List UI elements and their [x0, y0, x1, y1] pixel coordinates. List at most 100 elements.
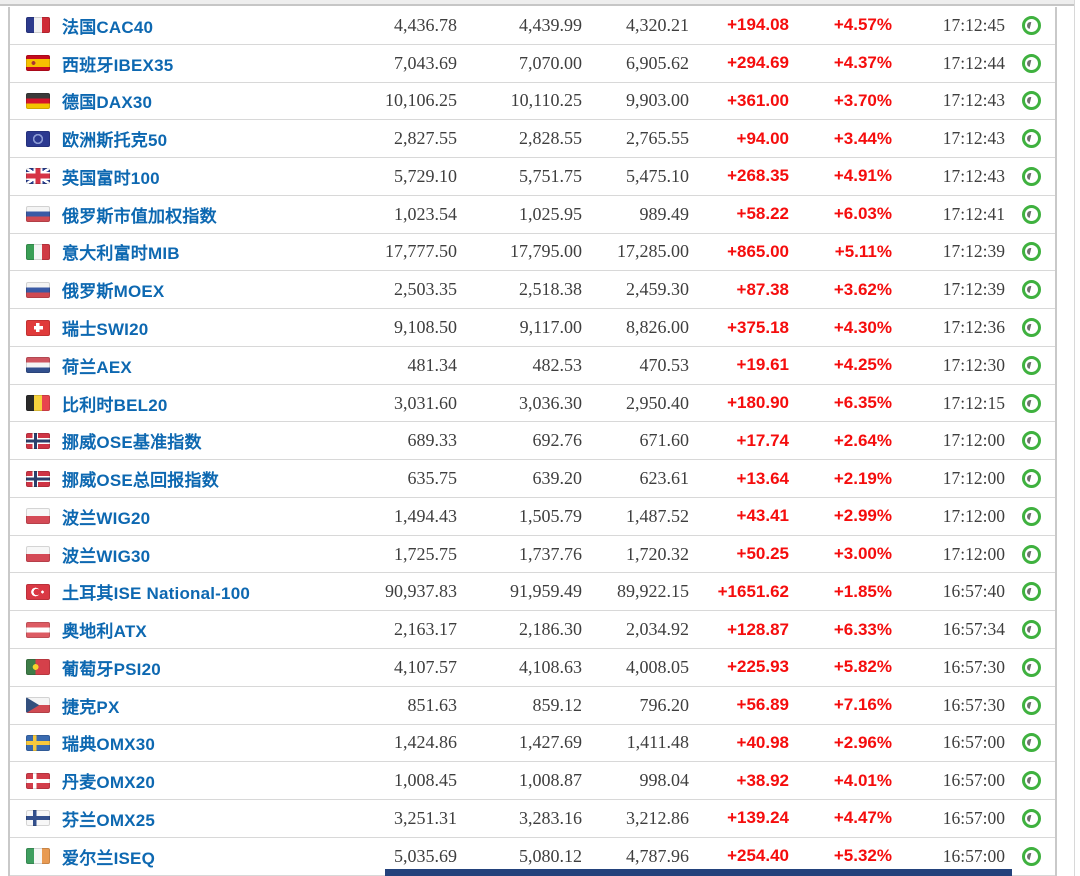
- index-name-link[interactable]: 荷兰AEX: [62, 357, 132, 377]
- clock-cell: [1005, 53, 1057, 73]
- high-price: 1,025.95: [519, 203, 582, 224]
- table-row[interactable]: 瑞士SWI20 9,108.50 9,117.00 8,826.00 +375.…: [10, 309, 1055, 347]
- last-price: 1,424.86: [394, 732, 457, 753]
- index-name-link[interactable]: 波兰WIG20: [62, 508, 151, 528]
- table-row[interactable]: 欧洲斯托克50 2,827.55 2,828.55 2,765.55 +94.0…: [10, 120, 1057, 159]
- table-row[interactable]: 英国富时100 5,729.10 5,751.75 5,475.10 +268.…: [10, 158, 1055, 196]
- high-price: 17,795.00: [510, 241, 582, 262]
- table-row[interactable]: 俄罗斯MOEX 2,503.35 2,518.38 2,459.30 +87.3…: [10, 271, 1055, 310]
- index-name-link[interactable]: 奥地利ATX: [62, 622, 147, 642]
- clock-icon: [1021, 53, 1041, 73]
- change-value: +94.00: [736, 128, 789, 148]
- change-value: +225.93: [727, 657, 789, 677]
- index-name-link[interactable]: 波兰WIG30: [62, 546, 151, 566]
- table-row[interactable]: 比利时BEL20 3,031.60 3,036.30 2,950.40 +180…: [10, 385, 1055, 423]
- top-border-band: [0, 0, 1074, 6]
- table-row[interactable]: 捷克PX 851.63 859.12 796.20 +56.89 +7.16% …: [10, 687, 1055, 725]
- table-row[interactable]: 土耳其ISE National-100 90,937.83 91,959.49 …: [10, 573, 1055, 612]
- index-name-link[interactable]: 俄罗斯MOEX: [62, 282, 165, 302]
- index-name-link[interactable]: 葡萄牙PSI20: [62, 659, 161, 679]
- last-price: 90,937.83: [385, 581, 457, 602]
- table-row[interactable]: 波兰WIG30 1,725.75 1,737.76 1,720.32 +50.2…: [10, 536, 1055, 574]
- table-row[interactable]: 爱尔兰ISEQ 5,035.69 5,080.12 4,787.96 +254.…: [10, 838, 1055, 876]
- clock-icon: [1021, 242, 1041, 262]
- horizontal-scrollbar-thumb[interactable]: [385, 869, 1012, 876]
- index-name-link[interactable]: 爱尔兰ISEQ: [62, 848, 156, 868]
- index-name-link[interactable]: 丹麦OMX20: [62, 773, 156, 793]
- index-name-link[interactable]: 西班牙IBEX35: [62, 55, 174, 75]
- table-row[interactable]: 西班牙IBEX35 7,043.69 7,070.00 6,905.62 +29…: [10, 45, 1055, 83]
- change-percent: +4.47%: [833, 808, 892, 828]
- low-price: 89,922.15: [617, 581, 689, 602]
- index-name-link[interactable]: 土耳其ISE National-100: [62, 584, 251, 604]
- clock-cell: [1005, 846, 1057, 866]
- index-name-link[interactable]: 瑞士SWI20: [62, 320, 149, 339]
- last-price: 9,108.50: [394, 317, 457, 337]
- high-price: 2,186.30: [519, 619, 582, 640]
- clock-icon: [1021, 318, 1041, 337]
- index-name-link[interactable]: 英国富时100: [62, 168, 160, 188]
- index-name-link[interactable]: 挪威OSE基准指数: [62, 433, 202, 453]
- index-name-link[interactable]: 芬兰OMX25: [62, 810, 156, 830]
- table-row[interactable]: 奥地利ATX 2,163.17 2,186.30 2,034.92 +128.8…: [10, 611, 1055, 650]
- clock-icon: [1021, 657, 1041, 677]
- table-row[interactable]: 芬兰OMX25 3,251.31 3,283.16 3,212.86 +139.…: [10, 800, 1055, 838]
- index-name-link[interactable]: 挪威OSE总回报指数: [62, 471, 219, 491]
- indices-table[interactable]: 法国CAC40 4,436.78 4,439.99 4,320.21 +194.…: [8, 7, 1057, 876]
- change-percent: +6.33%: [833, 619, 892, 639]
- high-price: 2,828.55: [519, 128, 582, 149]
- clock-cell: [1005, 129, 1057, 149]
- austria-flag-icon: [26, 621, 50, 638]
- update-time: 17:12:41: [942, 203, 1005, 224]
- table-row[interactable]: 俄罗斯市值加权指数 1,023.54 1,025.95 989.49 +58.2…: [10, 196, 1055, 234]
- index-name-link[interactable]: 捷克PX: [62, 697, 120, 717]
- clock-cell: [1005, 733, 1057, 753]
- change-percent: +7.16%: [833, 695, 892, 715]
- table-row[interactable]: 挪威OSE总回报指数 635.75 639.20 623.61 +13.64 +…: [10, 460, 1055, 498]
- change-value: +43.41: [736, 506, 789, 526]
- table-row[interactable]: 德国DAX30 10,106.25 10,110.25 9,903.00 +36…: [10, 83, 1055, 121]
- european-union-flag-icon: [26, 130, 50, 147]
- change-percent: +1.85%: [833, 581, 892, 601]
- index-name-link[interactable]: 比利时BEL20: [62, 395, 168, 415]
- change-percent: +3.62%: [833, 279, 892, 299]
- low-price: 1,487.52: [626, 505, 689, 526]
- index-name-link[interactable]: 法国CAC40: [62, 17, 154, 37]
- low-price: 1,720.32: [626, 543, 689, 564]
- index-name-link[interactable]: 意大利富时MIB: [62, 244, 180, 264]
- index-name-link[interactable]: 俄罗斯市值加权指数: [62, 206, 217, 226]
- change-value: +375.18: [727, 317, 789, 337]
- clock-icon: [1021, 733, 1041, 753]
- update-time: 16:57:00: [942, 807, 1005, 828]
- change-percent: +4.57%: [833, 15, 892, 35]
- table-row[interactable]: 丹麦OMX20 1,008.45 1,008.87 998.04 +38.92 …: [10, 762, 1055, 801]
- last-price: 4,107.57: [394, 656, 457, 677]
- clock-icon: [1021, 280, 1041, 300]
- table-row[interactable]: 荷兰AEX 481.34 482.53 470.53 +19.61 +4.25%…: [10, 347, 1055, 385]
- turkey-flag-icon: [26, 583, 50, 600]
- table-row[interactable]: 葡萄牙PSI20 4,107.57 4,108.63 4,008.05 +225…: [10, 649, 1055, 687]
- update-time: 17:12:44: [942, 52, 1005, 73]
- clock-icon: [1021, 808, 1041, 828]
- last-price: 3,251.31: [394, 807, 457, 828]
- index-name-link[interactable]: 欧洲斯托克50: [62, 131, 168, 151]
- change-percent: +5.32%: [833, 846, 892, 866]
- last-price: 1,725.75: [394, 543, 457, 564]
- clock-cell: [1005, 204, 1057, 224]
- high-price: 5,080.12: [519, 845, 582, 866]
- table-row[interactable]: 瑞典OMX30 1,424.86 1,427.69 1,411.48 +40.9…: [10, 725, 1055, 763]
- last-price: 7,043.69: [394, 52, 457, 73]
- change-value: +19.61: [736, 355, 789, 375]
- change-percent: +6.35%: [833, 393, 892, 413]
- clock-icon: [1021, 91, 1041, 111]
- table-row[interactable]: 法国CAC40 4,436.78 4,439.99 4,320.21 +194.…: [10, 7, 1055, 45]
- update-time: 16:57:40: [942, 581, 1005, 602]
- low-price: 989.49: [639, 203, 690, 224]
- table-row[interactable]: 波兰WIG20 1,494.43 1,505.79 1,487.52 +43.4…: [10, 498, 1055, 536]
- table-row[interactable]: 挪威OSE基准指数 689.33 692.76 671.60 +17.74 +2…: [10, 422, 1055, 461]
- last-price: 5,729.10: [394, 165, 457, 186]
- index-name-link[interactable]: 德国DAX30: [62, 93, 153, 113]
- table-row[interactable]: 意大利富时MIB 17,777.50 17,795.00 17,285.00 +…: [10, 234, 1055, 272]
- last-price: 17,777.50: [385, 241, 457, 262]
- index-name-link[interactable]: 瑞典OMX30: [62, 735, 156, 755]
